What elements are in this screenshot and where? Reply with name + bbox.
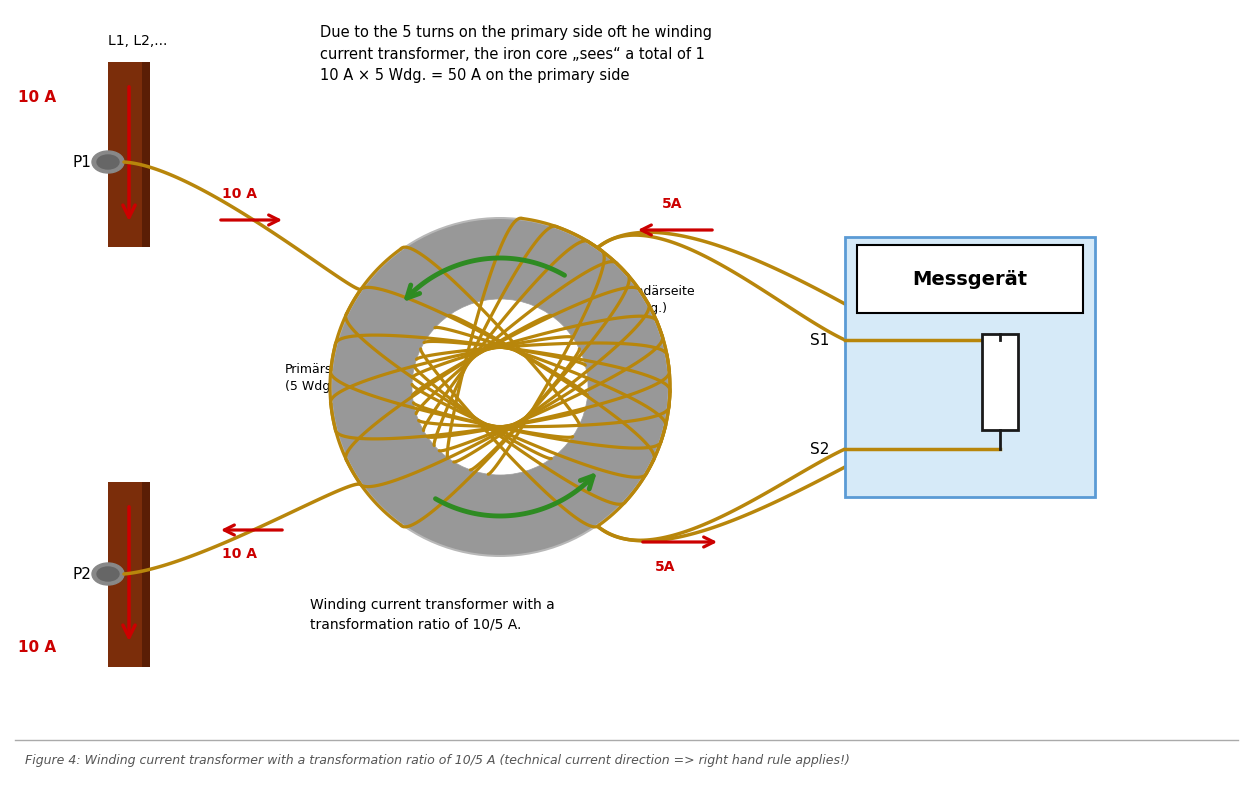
Circle shape: [412, 300, 588, 476]
Circle shape: [367, 254, 633, 520]
Circle shape: [368, 257, 632, 518]
Bar: [108, 63, 150, 248]
Circle shape: [348, 236, 652, 539]
Text: 10 A: 10 A: [222, 187, 257, 200]
Text: Messgerät: Messgerät: [912, 270, 1027, 290]
Bar: [982, 334, 1017, 431]
Text: P1: P1: [71, 156, 91, 170]
Circle shape: [357, 245, 643, 531]
Circle shape: [373, 261, 626, 514]
Circle shape: [396, 283, 604, 492]
Circle shape: [371, 259, 629, 516]
Bar: [108, 482, 150, 667]
Text: 5A: 5A: [662, 196, 683, 211]
Circle shape: [408, 295, 593, 480]
Circle shape: [377, 265, 623, 510]
Circle shape: [386, 273, 615, 502]
Circle shape: [375, 263, 625, 512]
Circle shape: [380, 267, 620, 508]
Text: S2: S2: [809, 442, 829, 457]
Text: 10 A: 10 A: [222, 546, 257, 561]
Text: Winding current transformer with a
transformation ratio of 10/5 A.: Winding current transformer with a trans…: [309, 597, 555, 630]
Ellipse shape: [91, 563, 124, 585]
Circle shape: [403, 291, 596, 484]
Circle shape: [355, 242, 645, 533]
Circle shape: [363, 250, 638, 525]
Ellipse shape: [96, 567, 119, 581]
Circle shape: [352, 241, 648, 535]
Circle shape: [390, 277, 610, 498]
Circle shape: [358, 246, 642, 529]
Bar: [845, 237, 1095, 497]
Circle shape: [410, 298, 590, 477]
Ellipse shape: [96, 156, 119, 170]
Text: Due to the 5 turns on the primary side oft he winding
current transformer, the i: Due to the 5 turns on the primary side o…: [320, 25, 712, 83]
Circle shape: [346, 234, 654, 541]
Circle shape: [338, 226, 662, 549]
Circle shape: [387, 275, 613, 500]
Text: Primärseite
(5 Wdg.): Primärseite (5 Wdg.): [284, 363, 356, 392]
Text: L1, L2,...: L1, L2,...: [108, 34, 168, 48]
Bar: [857, 245, 1083, 314]
Text: S1: S1: [809, 333, 829, 348]
Circle shape: [342, 230, 658, 545]
Text: P2: P2: [71, 567, 91, 581]
Circle shape: [361, 249, 639, 527]
Circle shape: [330, 217, 670, 557]
Text: 10 A: 10 A: [18, 640, 56, 654]
Text: 10 A: 10 A: [18, 91, 56, 105]
Circle shape: [365, 253, 635, 522]
Circle shape: [383, 271, 616, 504]
Circle shape: [402, 290, 598, 486]
Bar: [142, 482, 150, 667]
Text: Figure 4: Winding current transformer with a transformation ratio of 10/5 A (tec: Figure 4: Winding current transformer wi…: [25, 754, 850, 767]
Circle shape: [400, 287, 600, 488]
Circle shape: [351, 238, 649, 537]
Text: 5A: 5A: [655, 559, 675, 573]
Circle shape: [412, 300, 588, 476]
Circle shape: [393, 282, 606, 494]
Circle shape: [332, 220, 668, 555]
Circle shape: [406, 294, 594, 481]
Circle shape: [345, 232, 655, 543]
Ellipse shape: [91, 152, 124, 174]
Circle shape: [336, 224, 664, 551]
Circle shape: [381, 269, 619, 506]
Bar: [142, 63, 150, 248]
Circle shape: [335, 222, 665, 553]
Circle shape: [341, 228, 660, 547]
Text: Sekundärseite
(10 Wdg.): Sekundärseite (10 Wdg.): [605, 285, 694, 314]
Circle shape: [391, 279, 609, 496]
Circle shape: [397, 286, 603, 490]
